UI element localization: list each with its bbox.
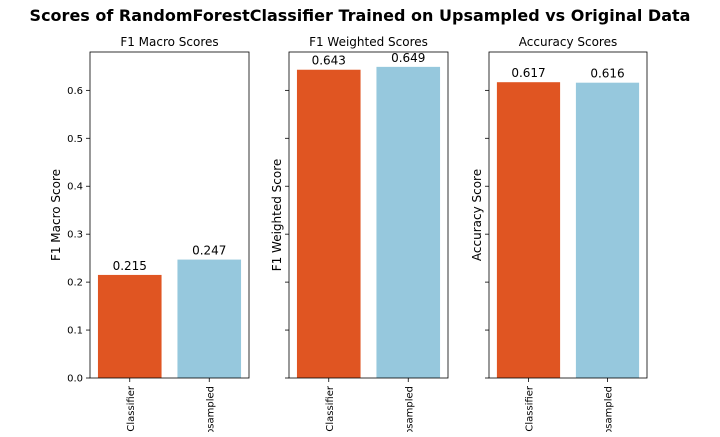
subplot-title: F1 Macro Scores [120, 35, 218, 49]
bar-upsampled [376, 66, 441, 379]
bar-upsampled [177, 259, 242, 378]
bar-classifier [296, 69, 361, 379]
y-tick-label: 0.4 [67, 182, 83, 193]
bar-upsampled [575, 82, 640, 379]
bar-value-label: 0.616 [590, 67, 624, 81]
x-tick-label: Upsampled [404, 386, 415, 432]
bar-classifier [97, 274, 162, 378]
subplot-3: Accuracy Scores 0.617 Classifier 0.616 Upsam… [470, 35, 648, 432]
y-axis-label: Accuracy Score [470, 169, 484, 261]
subplot-2: F1 Weighted Scores 0.643 Classifier 0.649 Up… [270, 35, 449, 432]
bar-value-label: 0.215 [113, 259, 147, 273]
subplot-title: F1 Weighted Scores [309, 35, 428, 49]
subplot-1: F1 Macro Scores 0.215 Classifier 0.247 Upsam… [49, 35, 250, 432]
y-axis-label: F1 Macro Score [49, 169, 63, 261]
bar-value-label: 0.617 [511, 66, 545, 80]
y-tick-label: 0.6 [67, 86, 83, 97]
y-tick-label: 0.5 [67, 134, 83, 145]
y-axis-label: F1 Weighted Score [270, 159, 284, 272]
bar-value-label: 0.643 [312, 54, 346, 68]
axes-frame [288, 51, 449, 379]
x-tick-label: Upsampled [205, 386, 216, 432]
bar-classifier [496, 82, 561, 378]
x-tick-label: Classifier [525, 385, 536, 432]
y-tick-label: 0.0 [67, 374, 83, 385]
y-tick-label: 0.3 [67, 230, 83, 241]
bar-value-label: 0.649 [391, 51, 425, 65]
bar-value-label: 0.247 [192, 244, 226, 258]
figure-title: Scores of RandomForestClassifier Trained… [30, 6, 691, 25]
subplot-title: Accuracy Scores [519, 35, 617, 49]
axes-frame [89, 51, 250, 379]
x-tick-label: Classifier [325, 385, 336, 432]
x-tick-label: Upsampled [604, 386, 615, 432]
y-tick-label: 0.2 [67, 278, 83, 289]
y-tick-label: 0.1 [67, 326, 83, 337]
x-tick-label: Classifier [126, 385, 137, 432]
axes-frame [488, 51, 648, 379]
